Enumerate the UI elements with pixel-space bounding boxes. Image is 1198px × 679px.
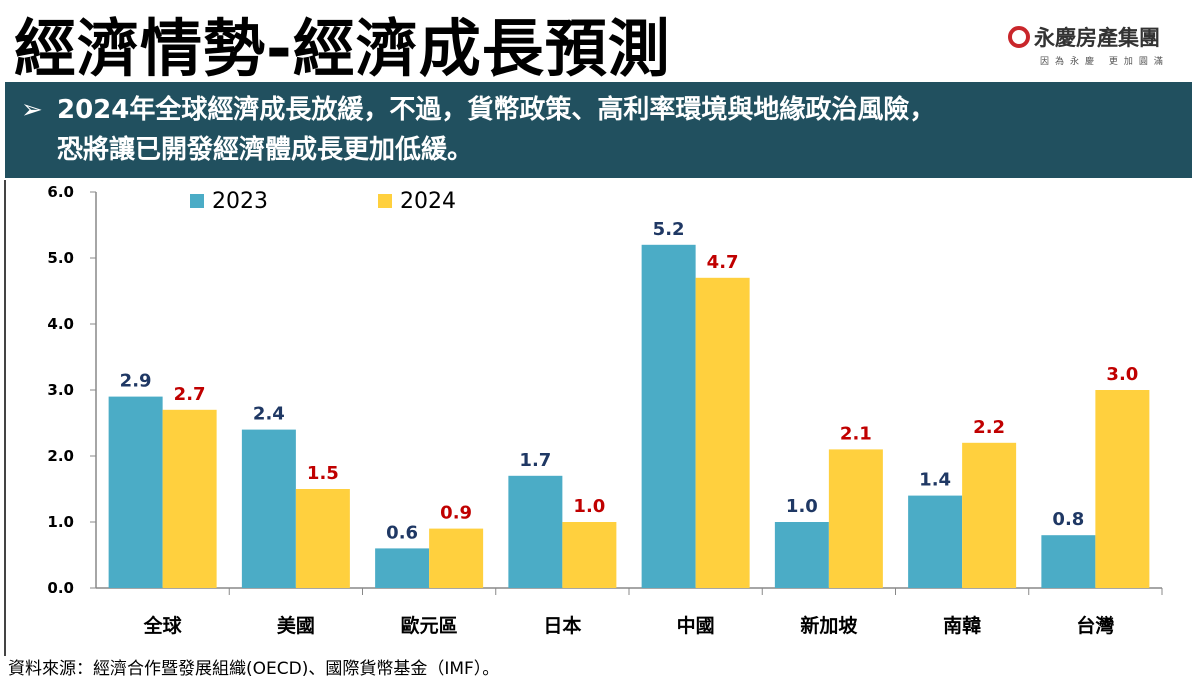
bar-2024 <box>162 409 217 588</box>
left-border <box>4 180 6 656</box>
legend-swatch-2024 <box>378 194 392 208</box>
data-label-2023: 0.6 <box>386 522 418 543</box>
x-tick-label: 南韓 <box>943 614 981 637</box>
source-note: 資料來源：經濟合作暨發展組織(OECD)、國際貨幣基金（IMF）。 <box>8 659 500 679</box>
y-tick-label: 1.0 <box>47 513 74 531</box>
bar-2024 <box>562 522 617 588</box>
x-tick-label: 台灣 <box>1076 614 1114 637</box>
logo-name: 永慶房產集團 <box>1034 26 1160 50</box>
data-label-2023: 1.0 <box>786 496 818 517</box>
bar-2024 <box>1095 390 1150 588</box>
logo-ring-icon <box>1008 26 1030 48</box>
bar-2023 <box>908 495 963 588</box>
bar-2023 <box>641 244 696 589</box>
data-label-2024: 1.0 <box>573 496 605 517</box>
bar-2023 <box>375 548 430 588</box>
legend-swatch-2023 <box>190 194 204 208</box>
arrow-bullet-icon: ➢ <box>21 95 43 125</box>
bar-2023 <box>774 522 829 588</box>
data-label-2024: 1.5 <box>307 463 339 484</box>
legend-label-2024: 2024 <box>400 189 456 214</box>
bar-2024 <box>295 489 350 588</box>
data-label-2023: 1.7 <box>519 450 551 471</box>
data-label-2023: 2.9 <box>120 371 152 392</box>
bar-2023 <box>508 475 563 588</box>
y-tick-label: 0.0 <box>47 579 74 597</box>
x-tick-label: 美國 <box>277 614 315 637</box>
data-label-2024: 0.9 <box>440 503 472 524</box>
logo-slogan: 因為永慶 更加圓滿 <box>1040 57 1169 67</box>
data-label-2024: 2.7 <box>174 384 206 405</box>
y-tick-label: 3.0 <box>47 381 74 399</box>
x-tick-label: 中國 <box>677 614 715 637</box>
x-tick-label: 全球 <box>143 614 183 637</box>
data-label-2024: 2.2 <box>973 417 1005 438</box>
summary-banner: ➢ 2024年全球經濟成長放緩，不過，貨幣政策、高利率環境與地緣政治風險， 恐將讓… <box>5 82 1192 178</box>
data-label-2024: 3.0 <box>1106 364 1138 385</box>
y-tick-label: 4.0 <box>47 315 74 333</box>
data-label-2023: 2.4 <box>253 404 285 425</box>
data-label-2023: 1.4 <box>919 470 951 491</box>
bar-2023 <box>241 429 296 588</box>
y-tick-label: 6.0 <box>47 183 74 201</box>
bar-2023 <box>108 396 163 588</box>
banner-line-1: 2024年全球經濟成長放緩，不過，貨幣政策、高利率環境與地緣政治風險， <box>57 95 936 125</box>
x-tick-label: 歐元區 <box>401 614 458 637</box>
data-label-2023: 0.8 <box>1052 509 1084 530</box>
x-tick-label: 日本 <box>543 614 581 637</box>
page-title: 經濟情勢-經濟成長預測 <box>14 12 671 85</box>
logo: 永慶房產集團 因為永慶 更加圓滿 <box>1008 22 1193 67</box>
bar-2023 <box>1041 535 1096 588</box>
data-label-2024: 2.1 <box>840 423 872 444</box>
bar-2024 <box>429 528 484 588</box>
bar-2024 <box>962 442 1017 588</box>
banner-line-2: 恐將讓已開發經濟體成長更加低緩。 <box>57 135 474 165</box>
legend-label-2023: 2023 <box>212 189 268 214</box>
bar-2024 <box>828 449 883 588</box>
bar-2024 <box>695 277 750 588</box>
data-label-2023: 5.2 <box>653 219 685 240</box>
x-tick-label: 新加坡 <box>800 614 858 637</box>
y-tick-label: 5.0 <box>47 249 74 267</box>
data-label-2024: 4.7 <box>707 252 739 273</box>
y-tick-label: 2.0 <box>47 447 74 465</box>
